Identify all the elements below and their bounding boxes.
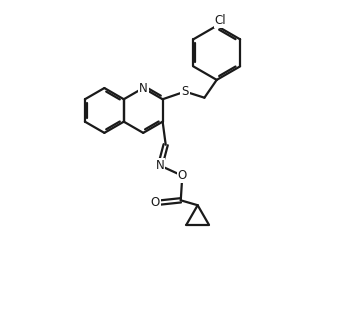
Text: N: N [156, 159, 165, 172]
Text: N: N [139, 82, 148, 95]
Text: O: O [151, 196, 160, 209]
Text: Cl: Cl [215, 14, 226, 27]
Text: O: O [178, 169, 187, 182]
Text: S: S [181, 85, 189, 98]
